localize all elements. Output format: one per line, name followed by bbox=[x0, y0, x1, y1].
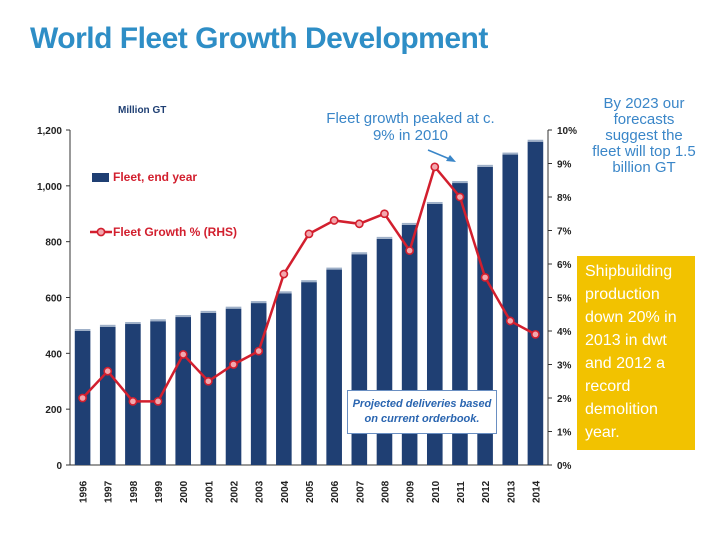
growth-point bbox=[103, 366, 113, 376]
fleet-bar bbox=[99, 326, 116, 465]
left-tick-label: 800 bbox=[45, 238, 62, 249]
fleet-bar-cap bbox=[527, 139, 544, 142]
x-tick-label: 1998 bbox=[129, 480, 140, 503]
right-tick-label: 9% bbox=[557, 160, 572, 171]
fleet-bar-cap bbox=[301, 280, 317, 283]
left-tick-label: 0 bbox=[56, 461, 62, 472]
fleet-bar-cap bbox=[401, 222, 418, 225]
right-tick-label: 5% bbox=[557, 294, 572, 305]
x-tick-label: 2003 bbox=[255, 480, 266, 503]
x-tick-label: 1997 bbox=[104, 480, 115, 503]
peak-annotation: Fleet growth peaked at c. 9% in 2010 bbox=[326, 110, 495, 144]
x-tick-label: 2008 bbox=[380, 480, 391, 503]
growth-point bbox=[405, 246, 415, 255]
growth-point bbox=[128, 396, 138, 406]
x-tick-label: 2005 bbox=[305, 480, 316, 503]
fleet-bar-cap bbox=[351, 252, 368, 255]
x-tick-label: 2001 bbox=[204, 480, 215, 503]
fleet-bar-cap bbox=[150, 319, 166, 322]
fleet-bar-cap bbox=[452, 181, 468, 184]
growth-point bbox=[455, 192, 465, 202]
right-tick-label: 7% bbox=[557, 227, 572, 238]
x-tick-label: 2014 bbox=[531, 480, 542, 503]
y-axis-unit-label: Million GT bbox=[118, 105, 167, 116]
left-tick-label: 400 bbox=[45, 349, 62, 360]
fleet-bar bbox=[175, 317, 192, 465]
x-tick-label: 2006 bbox=[330, 480, 341, 503]
fleet-bar-cap bbox=[125, 322, 141, 325]
page-title: World Fleet Growth Development bbox=[30, 22, 488, 55]
legend-bar-swatch bbox=[92, 173, 109, 182]
growth-point bbox=[430, 162, 440, 172]
growth-point bbox=[329, 216, 339, 225]
legend-line-label: Fleet Growth % (RHS) bbox=[113, 225, 237, 239]
fleet-bar-cap bbox=[477, 164, 493, 167]
fleet-bar-cap bbox=[74, 329, 91, 331]
fleet-bar-cap bbox=[326, 267, 342, 270]
fleet-bar-cap bbox=[276, 291, 292, 294]
fleet-bar bbox=[125, 324, 141, 465]
fleet-bar-cap bbox=[250, 301, 267, 304]
x-tick-label: 1996 bbox=[79, 480, 90, 503]
right-tick-label: 0% bbox=[557, 461, 572, 472]
left-tick-label: 1,000 bbox=[37, 182, 62, 193]
growth-point bbox=[380, 209, 389, 219]
fleet-bar bbox=[301, 282, 317, 465]
peak-arrowhead bbox=[446, 155, 456, 162]
fleet-bar bbox=[150, 321, 166, 465]
left-tick-label: 1,200 bbox=[37, 126, 62, 137]
growth-point bbox=[178, 350, 188, 359]
growth-point bbox=[153, 396, 163, 406]
projected-deliveries-callout: Projected deliveries based on current or… bbox=[347, 390, 497, 434]
right-tick-label: 8% bbox=[557, 193, 572, 204]
fleet-bar-cap bbox=[376, 236, 393, 239]
growth-point bbox=[203, 376, 213, 386]
left-tick-label: 200 bbox=[45, 405, 62, 416]
x-tick-label: 2000 bbox=[179, 480, 190, 503]
x-tick-label: 2010 bbox=[431, 480, 442, 503]
x-tick-label: 2002 bbox=[230, 480, 241, 503]
right-tick-label: 10% bbox=[557, 126, 577, 137]
x-tick-label: 2009 bbox=[406, 480, 417, 503]
x-tick-label: 2012 bbox=[481, 480, 492, 503]
fleet-bar bbox=[276, 293, 292, 465]
legend-bar-label: Fleet, end year bbox=[113, 170, 197, 184]
shipbuilding-callout-box: Shipbuilding production down 20% in 2013… bbox=[577, 256, 695, 450]
x-tick-label: 2007 bbox=[355, 480, 366, 503]
growth-point bbox=[254, 346, 264, 356]
fleet-bar bbox=[250, 303, 267, 465]
right-tick-label: 4% bbox=[557, 327, 572, 338]
fleet-bar bbox=[200, 312, 217, 465]
fleet-bar-cap bbox=[426, 201, 443, 204]
right-tick-label: 2% bbox=[557, 394, 572, 405]
growth-point bbox=[279, 269, 289, 279]
fleet-bar bbox=[527, 141, 544, 465]
fleet-bar bbox=[225, 308, 242, 465]
x-tick-label: 2013 bbox=[506, 480, 517, 503]
fleet-bar-cap bbox=[502, 152, 519, 155]
left-tick-label: 600 bbox=[45, 294, 62, 305]
growth-point bbox=[229, 360, 238, 369]
right-tick-label: 6% bbox=[557, 260, 572, 271]
fleet-bar bbox=[502, 154, 519, 466]
x-tick-label: 2011 bbox=[456, 481, 467, 503]
fleet-bar bbox=[326, 269, 342, 465]
fleet-bar-cap bbox=[200, 310, 217, 313]
growth-point bbox=[354, 219, 364, 229]
growth-point bbox=[505, 316, 515, 326]
growth-point bbox=[531, 329, 540, 339]
forecast-annotation: By 2023 our forecasts suggest the fleet … bbox=[592, 95, 696, 176]
growth-point bbox=[304, 229, 314, 239]
growth-point bbox=[78, 393, 87, 403]
x-tick-label: 1999 bbox=[154, 480, 165, 503]
x-tick-label: 2004 bbox=[280, 480, 291, 503]
fleet-bar-cap bbox=[225, 306, 242, 309]
growth-point bbox=[480, 272, 490, 282]
right-tick-label: 1% bbox=[557, 428, 572, 439]
fleet-bar-cap bbox=[99, 324, 116, 327]
fleet-bar-cap bbox=[175, 315, 192, 318]
legend-line-marker bbox=[96, 227, 106, 237]
right-tick-label: 3% bbox=[557, 361, 572, 372]
